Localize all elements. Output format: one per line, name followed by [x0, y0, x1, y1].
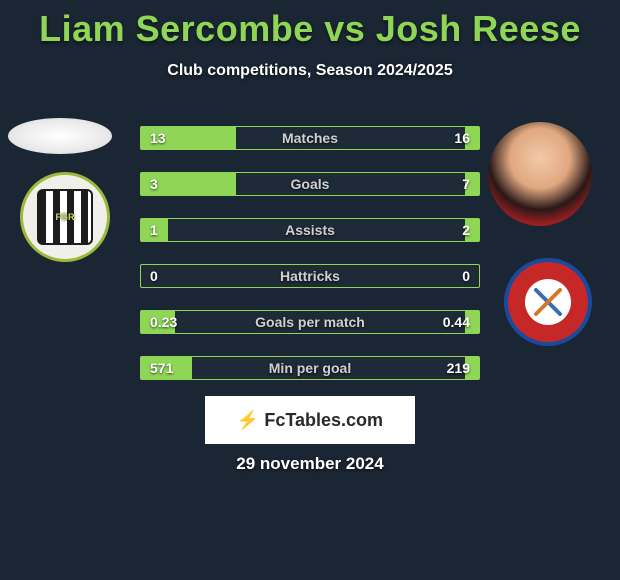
stat-row: 571219Min per goal: [140, 356, 480, 380]
attribution-badge: ⚡ FcTables.com: [205, 396, 415, 444]
bar-label: Hattricks: [140, 264, 480, 288]
attribution-text: FcTables.com: [264, 410, 383, 431]
subtitle: Club competitions, Season 2024/2025: [0, 62, 620, 80]
stat-row: 37Goals: [140, 172, 480, 196]
stat-row: 00Hattricks: [140, 264, 480, 288]
left-club-abbrev: FGR: [37, 189, 93, 245]
stat-row: 1316Matches: [140, 126, 480, 150]
bar-label: Assists: [140, 218, 480, 242]
comparison-bars: 1316Matches 37Goals 12Assists 00Hattricks 0.…: [140, 126, 480, 402]
left-club-logo: FGR: [20, 172, 110, 262]
right-player-photo: [488, 122, 592, 226]
left-player-photo: [8, 118, 112, 154]
right-club-crossed-icon: [525, 279, 571, 325]
attribution-mark-icon: ⚡: [237, 410, 258, 431]
bar-label: Goals per match: [140, 310, 480, 334]
bar-label: Goals: [140, 172, 480, 196]
bar-label: Matches: [140, 126, 480, 150]
right-club-logo: [504, 258, 592, 346]
bar-label: Min per goal: [140, 356, 480, 380]
date-label: 29 november 2024: [0, 454, 620, 474]
stat-row: 12Assists: [140, 218, 480, 242]
page-title: Liam Sercombe vs Josh Reese: [0, 0, 620, 50]
stat-row: 0.230.44Goals per match: [140, 310, 480, 334]
